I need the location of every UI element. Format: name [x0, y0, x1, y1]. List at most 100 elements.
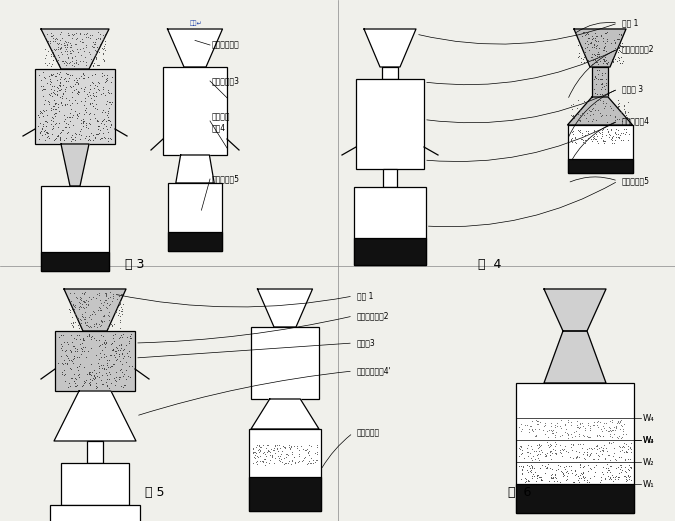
Point — [299, 452, 310, 461]
Point — [605, 427, 616, 436]
Point — [84, 100, 95, 108]
Point — [525, 466, 536, 475]
Point — [86, 332, 97, 340]
Point — [84, 132, 95, 140]
Point — [259, 455, 270, 464]
Point — [117, 368, 128, 376]
Point — [574, 114, 585, 122]
Point — [593, 48, 603, 56]
Point — [60, 77, 71, 85]
Point — [290, 457, 300, 466]
Point — [59, 74, 70, 82]
Point — [300, 446, 310, 454]
Point — [50, 105, 61, 113]
Text: 标量包装袋5: 标量包装袋5 — [622, 177, 650, 185]
Point — [71, 293, 82, 302]
Point — [125, 373, 136, 381]
Point — [40, 85, 51, 94]
Point — [608, 57, 618, 65]
Point — [102, 76, 113, 84]
Point — [534, 473, 545, 481]
Point — [616, 42, 626, 50]
Point — [581, 476, 592, 484]
Point — [53, 86, 64, 94]
Point — [547, 474, 558, 482]
Point — [262, 441, 273, 449]
Point — [55, 128, 66, 137]
Point — [65, 300, 76, 308]
Point — [51, 118, 61, 127]
Point — [589, 75, 600, 83]
Point — [122, 349, 132, 357]
Point — [578, 49, 589, 57]
Point — [550, 445, 561, 454]
Point — [32, 111, 43, 120]
Point — [587, 137, 597, 145]
Point — [598, 447, 609, 455]
Point — [56, 339, 67, 348]
Point — [81, 29, 92, 38]
Point — [79, 30, 90, 39]
Point — [612, 463, 623, 472]
Point — [88, 371, 99, 379]
Point — [619, 463, 630, 472]
Point — [613, 43, 624, 51]
Point — [63, 77, 74, 85]
Point — [516, 446, 527, 454]
Point — [587, 59, 597, 68]
Point — [539, 421, 550, 430]
Point — [63, 54, 74, 63]
Point — [89, 40, 100, 48]
Point — [301, 460, 312, 468]
Point — [613, 115, 624, 123]
Bar — [249, 429, 321, 511]
Point — [97, 134, 107, 143]
Point — [584, 105, 595, 114]
Point — [551, 477, 562, 486]
Text: 图 3: 图 3 — [126, 258, 144, 271]
Point — [59, 347, 70, 355]
Point — [119, 352, 130, 361]
Point — [101, 75, 112, 83]
Point — [88, 61, 99, 70]
Text: 称量包装袋: 称量包装袋 — [357, 428, 380, 438]
Point — [42, 60, 53, 69]
Point — [558, 470, 568, 478]
Point — [550, 470, 561, 479]
Point — [582, 43, 593, 52]
Point — [617, 43, 628, 52]
Point — [78, 86, 89, 95]
Point — [607, 136, 618, 144]
Point — [617, 466, 628, 474]
Point — [545, 441, 556, 450]
Point — [617, 137, 628, 145]
Point — [577, 473, 588, 481]
Point — [71, 363, 82, 371]
Point — [97, 361, 108, 369]
Point — [613, 473, 624, 481]
Point — [607, 139, 618, 147]
Point — [69, 61, 80, 70]
Point — [116, 307, 127, 315]
Point — [589, 72, 600, 80]
Point — [80, 119, 91, 128]
Point — [47, 32, 58, 40]
Point — [589, 43, 600, 52]
Point — [616, 31, 627, 40]
Point — [55, 133, 65, 141]
Point — [97, 69, 107, 78]
Point — [104, 97, 115, 106]
Point — [125, 332, 136, 340]
Point — [615, 465, 626, 473]
Point — [61, 50, 72, 58]
Point — [58, 331, 69, 339]
Point — [101, 304, 112, 312]
Point — [70, 52, 80, 60]
Point — [67, 131, 78, 140]
Point — [582, 29, 593, 37]
Point — [107, 346, 118, 354]
Point — [64, 113, 75, 121]
Point — [76, 294, 86, 302]
Point — [589, 36, 600, 44]
Point — [113, 299, 124, 307]
